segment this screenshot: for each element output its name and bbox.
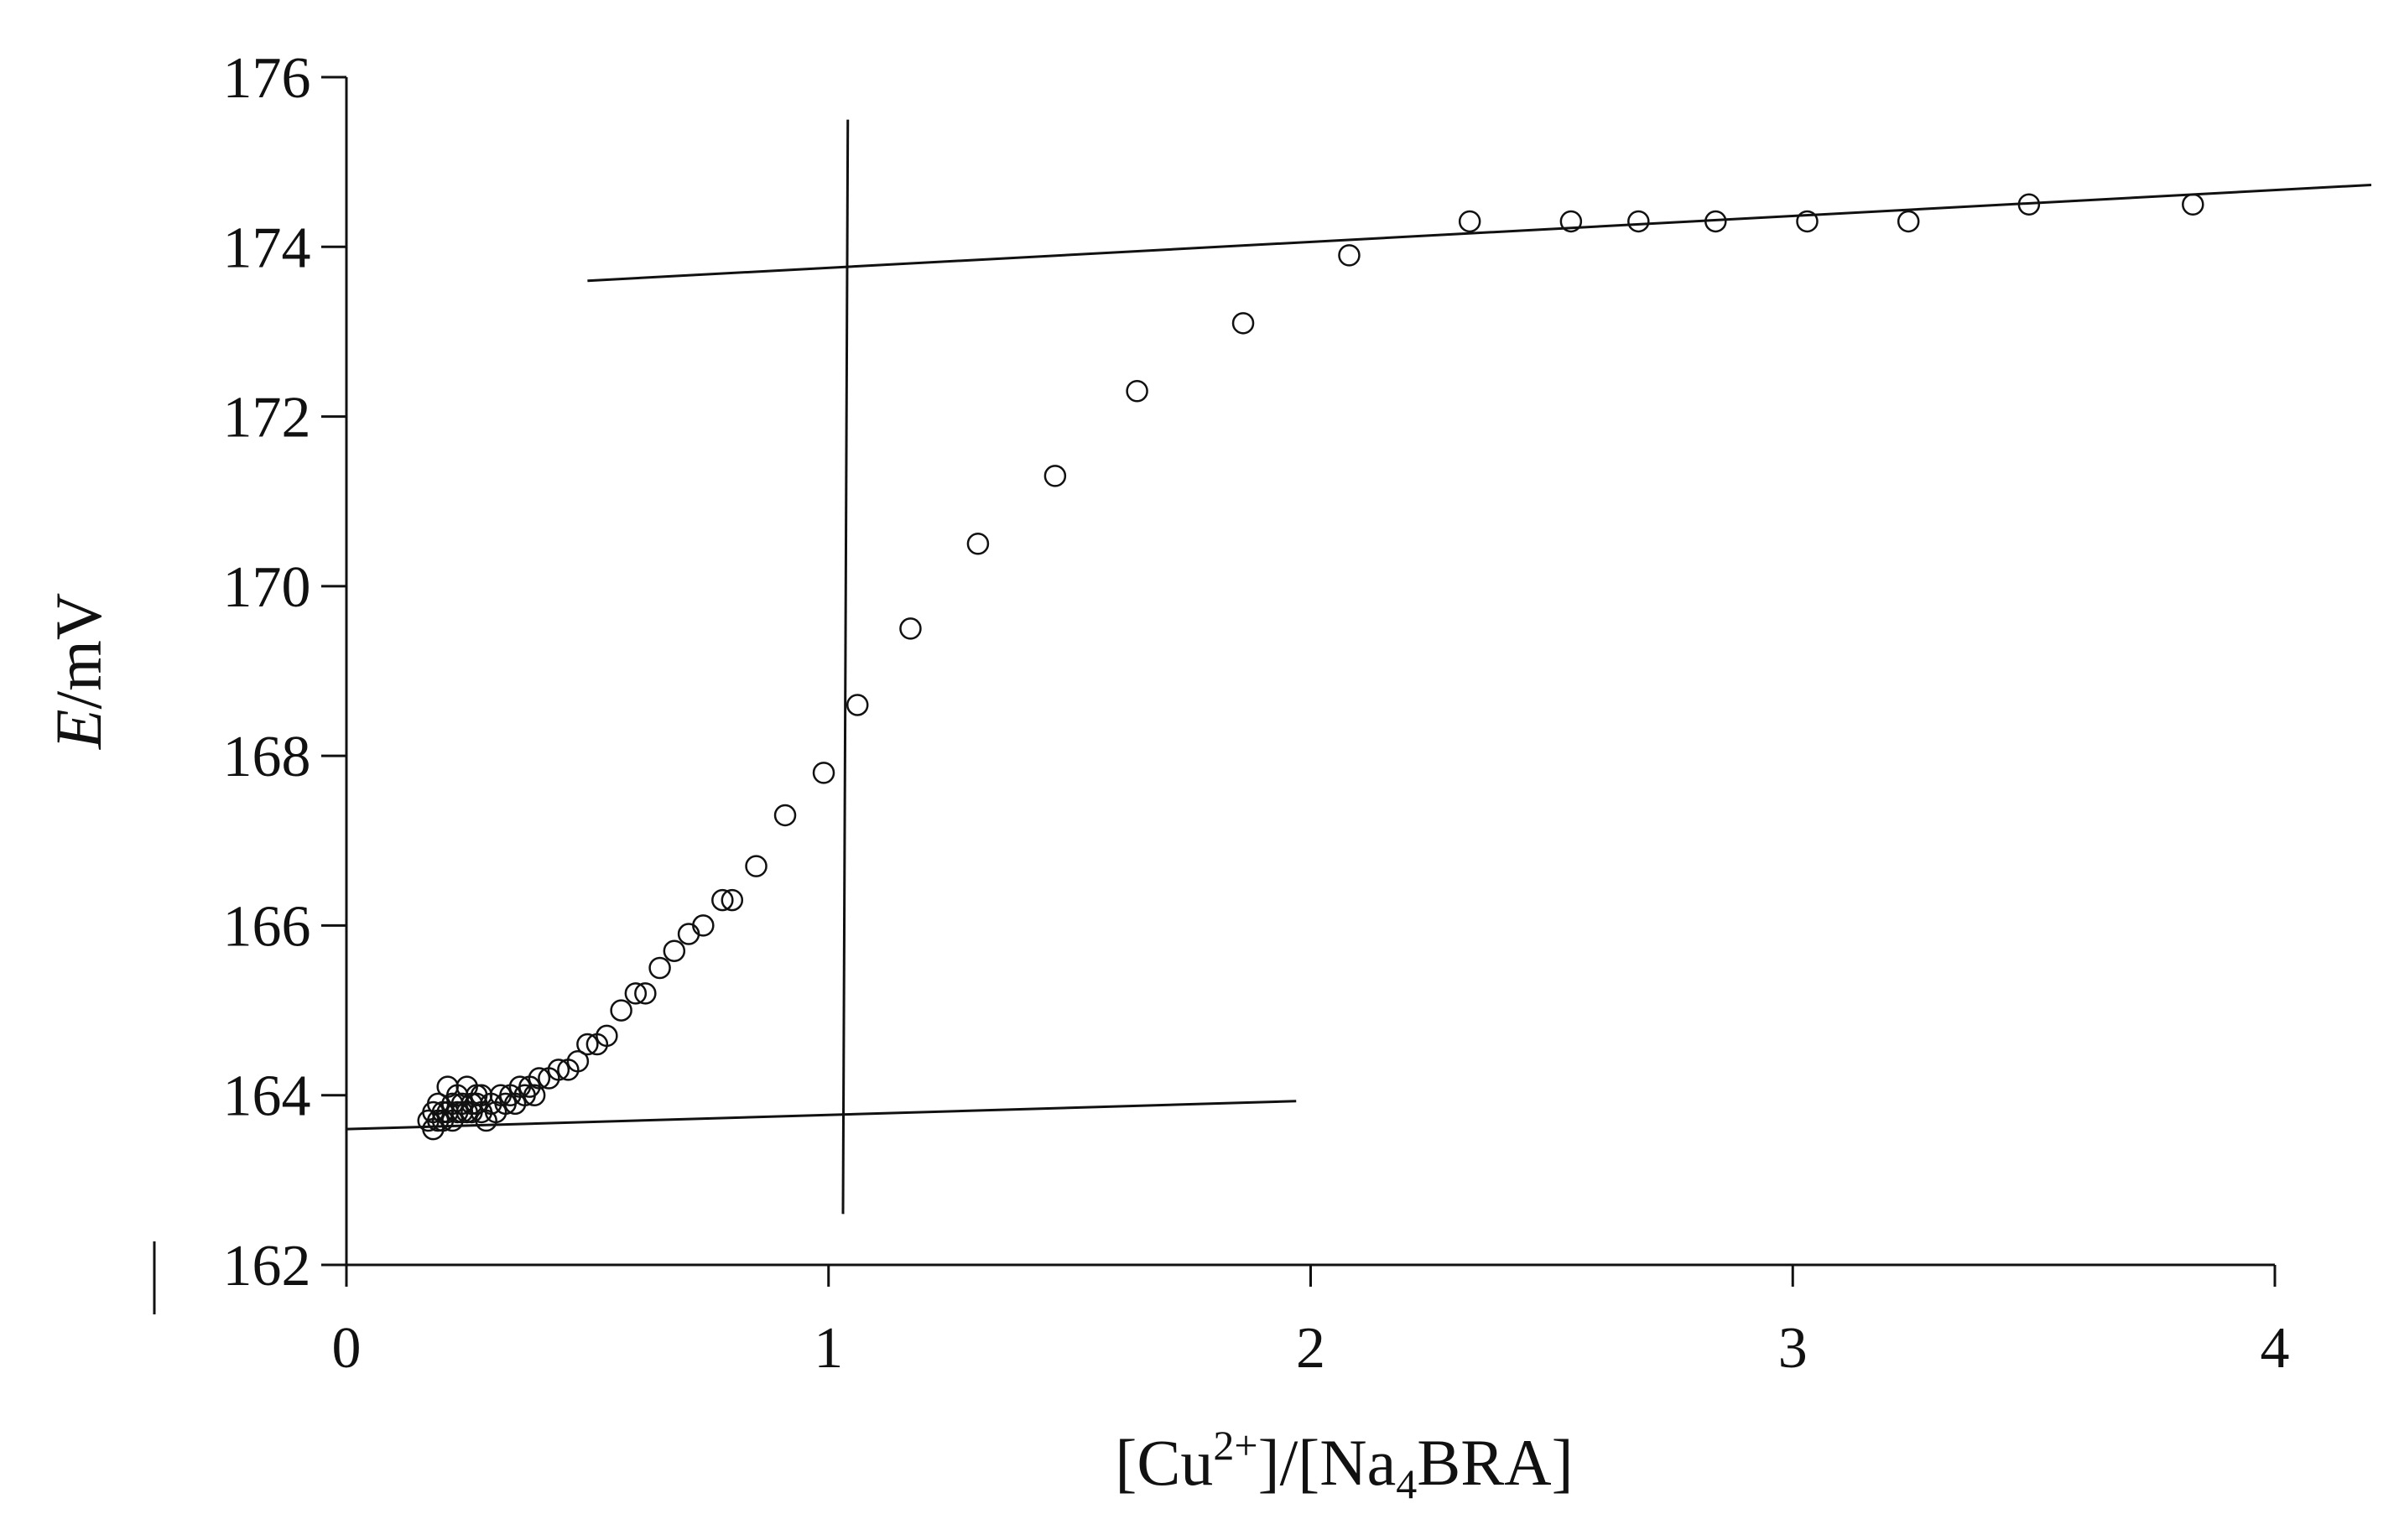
y-tick-label: 174 xyxy=(223,216,311,280)
data-point xyxy=(610,999,632,1022)
data-point xyxy=(634,982,657,1005)
data-point xyxy=(1627,210,1650,233)
data-point xyxy=(576,1033,599,1056)
data-point xyxy=(1559,210,1583,233)
y-tick-label: 168 xyxy=(223,725,311,789)
x-axis-title: [Cu2+]/[Na4BRA] xyxy=(1115,1422,1573,1507)
y-tick-label: 170 xyxy=(223,555,311,620)
data-point xyxy=(2182,193,2204,216)
y-tick-label: 164 xyxy=(223,1064,311,1129)
data-point xyxy=(745,855,768,877)
data-point xyxy=(1897,210,1920,233)
data-point xyxy=(1126,379,1148,403)
y-axis-title: E/mV xyxy=(42,593,115,750)
data-point xyxy=(596,1024,618,1048)
data-point xyxy=(677,923,700,945)
equivalence-vertical-line xyxy=(841,119,850,1215)
data-point xyxy=(1796,210,1819,233)
data-point xyxy=(1458,210,1481,233)
data-point xyxy=(1043,465,1067,487)
data-point xyxy=(1704,210,1727,233)
data-point xyxy=(663,939,686,963)
data-point xyxy=(547,1059,570,1081)
data-point xyxy=(721,888,744,912)
x-tick-label: 3 xyxy=(1778,1316,1808,1381)
data-point xyxy=(846,694,869,716)
data-point xyxy=(966,533,990,555)
data-point xyxy=(1338,244,1361,267)
data-point xyxy=(812,762,835,784)
data-point xyxy=(528,1067,551,1090)
data-point xyxy=(566,1050,590,1073)
x-tick-label: 2 xyxy=(1296,1316,1325,1381)
x-ticks: 0 1 2 3 4 xyxy=(332,1265,2290,1381)
axes: 162 164 166 168 170 172 174 176 0 1 2 3 4 xyxy=(153,46,2290,1381)
data-point xyxy=(648,956,671,980)
data-point xyxy=(1231,312,1255,335)
y-tick-label: 166 xyxy=(223,894,311,959)
y-tick-label: 162 xyxy=(223,1234,311,1298)
fit-lines xyxy=(346,119,2372,1215)
data-point xyxy=(899,617,922,640)
data-point xyxy=(773,804,797,827)
data-point xyxy=(692,914,715,937)
x-tick-label: 0 xyxy=(332,1316,362,1381)
data-point xyxy=(2017,193,2041,216)
data-point xyxy=(711,888,734,912)
x-tick-label: 4 xyxy=(2261,1316,2290,1381)
y-tick-label: 176 xyxy=(223,46,311,111)
y-tick-label: 172 xyxy=(223,386,311,450)
data-point xyxy=(523,1084,546,1106)
lower-baseline-line xyxy=(346,1100,1297,1131)
y-ticks: 162 164 166 168 170 172 174 176 xyxy=(223,46,346,1298)
upper-plateau-line xyxy=(587,183,2372,283)
x-tick-label: 1 xyxy=(814,1316,843,1381)
data-point xyxy=(624,982,648,1005)
data-points xyxy=(417,193,2204,1141)
